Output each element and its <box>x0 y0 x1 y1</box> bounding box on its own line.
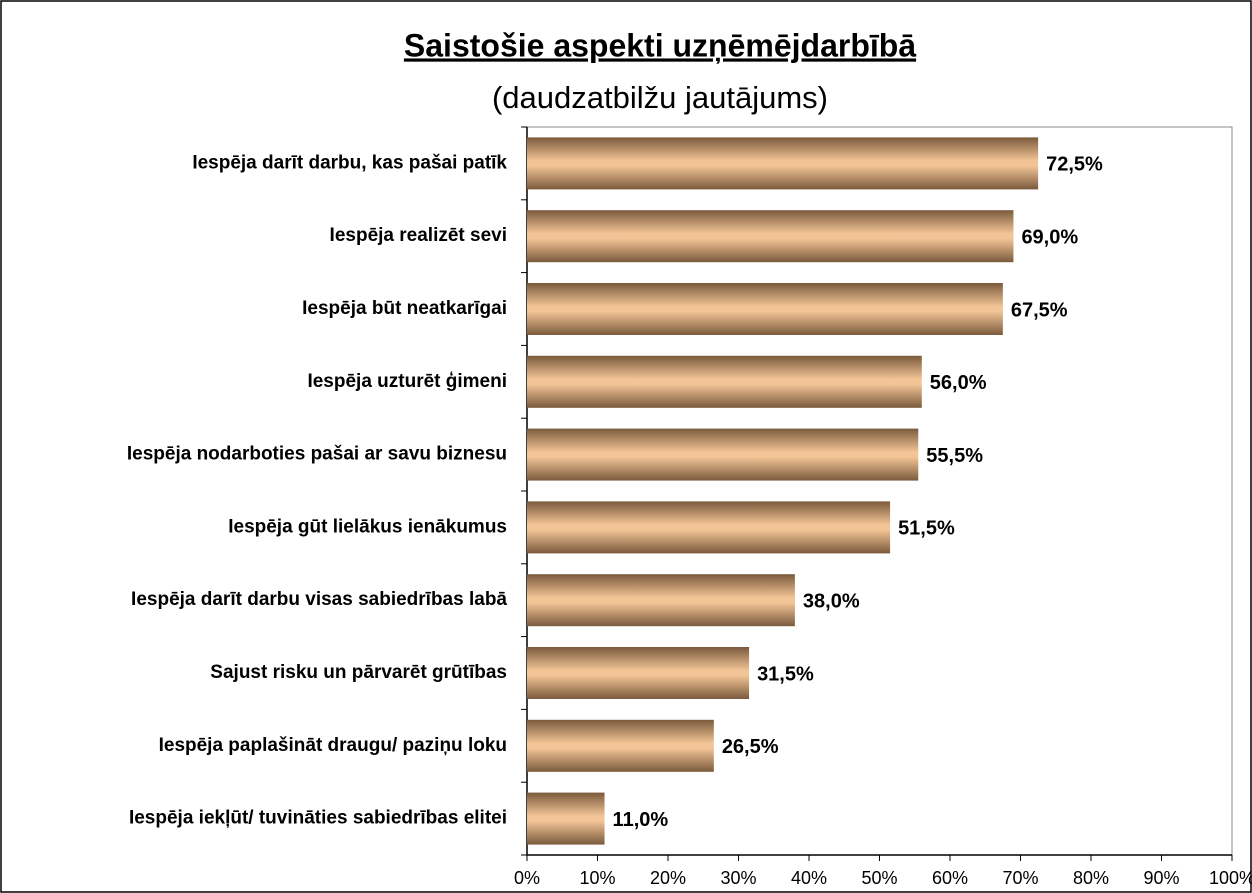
value-label: 55,5% <box>926 445 983 467</box>
y-tick-label: Iespēja realizēt sevi <box>330 225 507 246</box>
x-tick-label: 40% <box>791 868 827 888</box>
y-tick-label: Iespēja darīt darbu, kas pašai patīk <box>192 152 507 173</box>
y-tick-label: Iespēja iekļūt/ tuvināties sabiedrības e… <box>129 808 507 829</box>
bar <box>527 428 919 481</box>
x-tick-label: 0% <box>514 868 540 888</box>
y-tick-label: Iespēja gūt lielākus ienākumus <box>228 516 507 537</box>
bar <box>527 501 891 554</box>
y-tick-label: Iespēja nodarboties pašai ar savu biznes… <box>127 444 507 465</box>
value-label: 51,5% <box>898 518 955 540</box>
chart-subtitle: (daudzatbilžu jautājums) <box>492 80 828 115</box>
chart-title: Saistošie aspekti uzņēmējdarbībā <box>404 27 916 63</box>
x-tick-label: 70% <box>1002 868 1038 888</box>
x-tick-label: 30% <box>720 868 756 888</box>
value-label: 26,5% <box>722 736 779 758</box>
value-label: 11,0% <box>613 809 669 831</box>
x-tick-label: 20% <box>650 868 686 888</box>
y-tick-label: Iespēja paplašināt draugu/ paziņu loku <box>159 735 507 756</box>
x-tick-label: 90% <box>1143 868 1179 888</box>
x-tick-label: 50% <box>861 868 897 888</box>
y-tick-label: Iespēja būt neatkarīgai <box>302 298 507 319</box>
y-tick-label: Sajust risku un pārvarēt grūtības <box>210 662 507 683</box>
value-label: 31,5% <box>757 663 814 685</box>
x-tick-label: 100% <box>1209 868 1252 888</box>
bar <box>527 719 714 772</box>
value-label: 67,5% <box>1011 299 1068 321</box>
x-tick-label: 80% <box>1073 868 1109 888</box>
y-tick-label: Iespēja uzturēt ģimeni <box>307 371 507 392</box>
x-tick-label: 10% <box>579 868 615 888</box>
value-label: 69,0% <box>1021 226 1078 248</box>
bar <box>527 210 1014 263</box>
bar <box>527 137 1039 190</box>
x-tick-label: 60% <box>932 868 968 888</box>
bar <box>527 574 795 627</box>
bar <box>527 355 922 408</box>
value-label: 38,0% <box>803 590 860 612</box>
y-tick-label: Iespēja darīt darbu visas sabiedrības la… <box>131 589 507 610</box>
bar <box>527 283 1003 335</box>
value-label: 56,0% <box>930 372 987 394</box>
bar <box>527 647 750 699</box>
value-label: 72,5% <box>1046 154 1103 176</box>
bar <box>527 792 605 845</box>
